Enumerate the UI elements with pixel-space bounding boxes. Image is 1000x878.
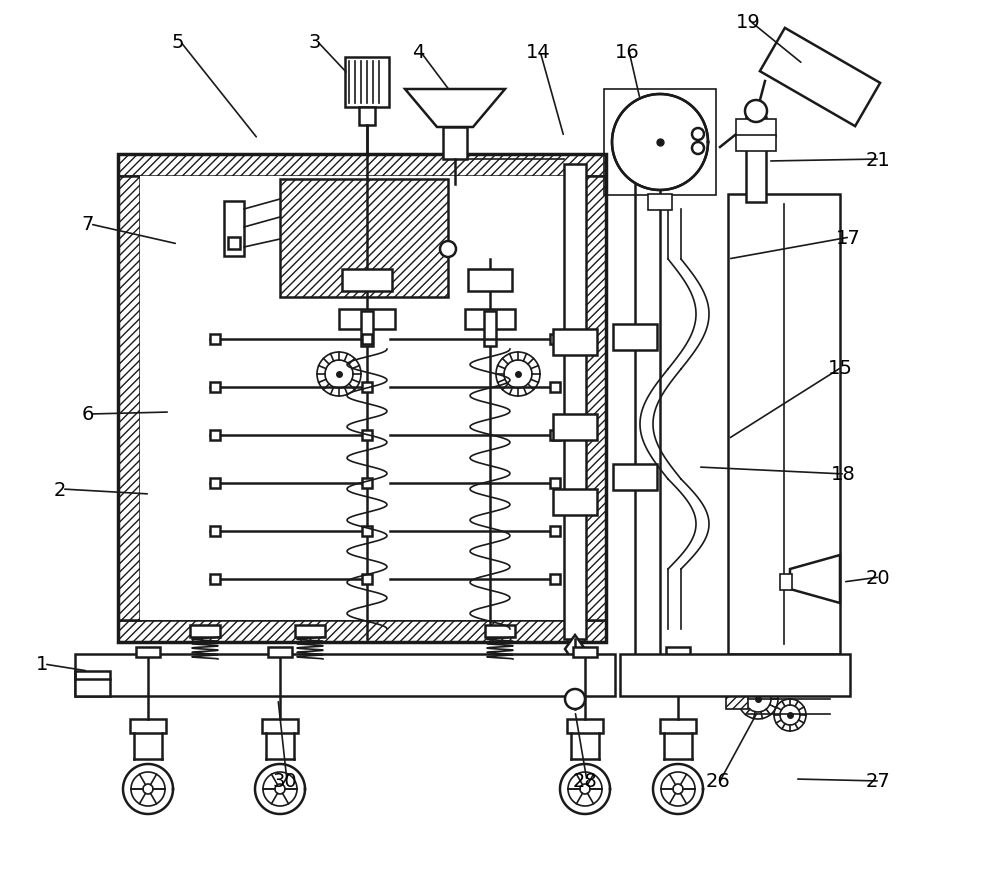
Bar [362,574,372,585]
Circle shape [612,95,708,191]
Bar [342,270,392,291]
Text: 26: 26 [706,772,730,790]
Text: 7: 7 [82,215,94,234]
Bar [130,719,166,733]
Bar [118,155,606,176]
Bar [468,270,512,291]
Bar [298,659,322,667]
Bar [553,329,597,356]
Polygon shape [790,556,840,603]
Bar [726,658,748,709]
Bar [573,647,597,658]
Bar [295,625,325,637]
Bar [210,335,220,344]
Text: 1: 1 [36,655,48,673]
Bar [666,647,690,658]
Bar [362,335,372,344]
Bar [728,195,840,654]
Bar [280,180,448,298]
Text: 30: 30 [273,772,297,790]
Bar [648,195,672,211]
Circle shape [692,129,704,140]
Bar [224,202,244,256]
Circle shape [692,143,704,155]
Bar [550,430,560,441]
Bar [550,335,560,344]
Bar [359,108,375,126]
Bar [736,120,776,138]
Bar [193,659,217,667]
Bar [780,574,792,590]
Bar [746,118,766,203]
Bar [644,129,676,155]
Bar [736,136,776,152]
Bar [262,719,298,733]
Circle shape [745,101,767,123]
Bar [345,58,389,108]
Bar [620,654,850,696]
Bar [136,647,160,658]
Text: 3: 3 [309,32,321,52]
Bar [443,128,467,160]
Bar [553,489,597,515]
Text: 14: 14 [526,42,550,61]
Bar [660,719,696,733]
Bar [75,672,110,696]
Text: 15: 15 [828,358,852,377]
Bar [484,312,496,347]
Bar [550,574,560,585]
Bar [613,464,657,491]
Bar [361,312,373,347]
Bar [210,527,220,536]
Bar [550,527,560,536]
Bar [268,647,292,658]
Text: 4: 4 [412,42,424,61]
Bar [362,527,372,536]
Bar [604,90,716,196]
Bar [75,654,615,696]
Bar [550,479,560,488]
Bar [339,310,395,329]
Bar [118,176,140,620]
Text: 6: 6 [82,405,94,424]
Bar [118,155,606,643]
Bar [613,325,657,350]
Circle shape [440,241,456,258]
Text: 18: 18 [831,465,855,484]
Polygon shape [760,29,880,127]
Bar [485,625,515,637]
Bar [190,625,220,637]
Text: 21: 21 [866,150,890,169]
Polygon shape [405,90,505,128]
Text: 17: 17 [836,228,860,248]
Bar [210,383,220,392]
Bar [550,383,560,392]
Text: 19: 19 [736,12,760,32]
Bar [564,165,586,639]
Bar [553,414,597,441]
Bar [362,383,372,392]
Text: 28: 28 [573,772,597,790]
Bar [465,310,515,329]
Text: 5: 5 [172,32,184,52]
Circle shape [793,74,811,92]
Text: 2: 2 [54,480,66,499]
Bar [118,620,606,643]
Bar [362,479,372,488]
Bar [567,719,603,733]
Bar [210,479,220,488]
Bar [210,574,220,585]
Bar [488,659,512,667]
Polygon shape [565,636,585,665]
Bar [584,176,606,620]
Circle shape [565,689,585,709]
Bar [228,238,240,249]
Bar [362,430,372,441]
Bar [210,430,220,441]
Text: 16: 16 [615,42,639,61]
Bar [140,176,584,620]
Text: 20: 20 [866,568,890,587]
Text: 27: 27 [866,772,890,790]
